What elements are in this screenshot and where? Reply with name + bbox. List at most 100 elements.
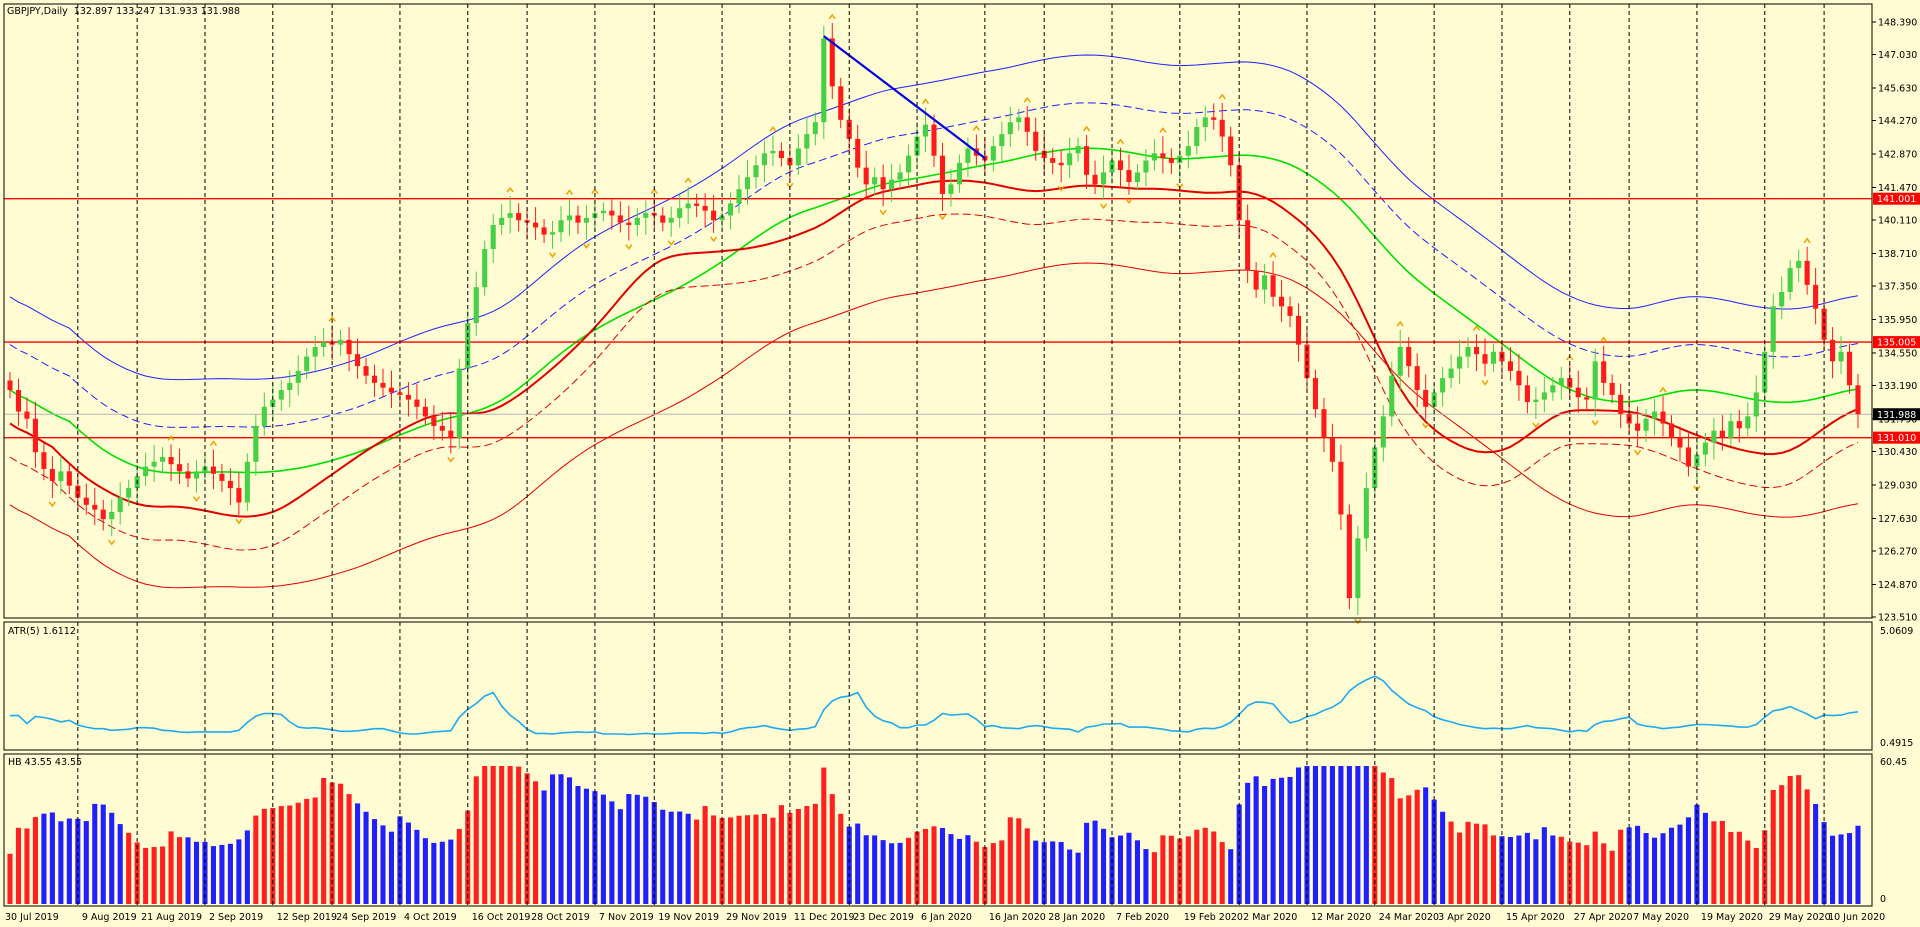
bull-candle	[795, 148, 801, 166]
hb-bar-up	[1024, 828, 1030, 904]
hb-panel-frame	[3, 753, 1873, 907]
hb-bar-up	[24, 828, 30, 904]
bear-candle	[380, 382, 386, 388]
level-price-label: 131.010	[1877, 433, 1916, 444]
price-axis: 148.390 147.030 145.630 144.270 142.870 141.4…	[1872, 18, 1920, 624]
hb-bar-up	[694, 819, 700, 904]
bear-candle	[1126, 170, 1132, 182]
bear-candle	[838, 86, 844, 120]
bear-candle	[1482, 354, 1488, 364]
hb-bar-up	[1711, 821, 1717, 904]
atr-panel-frame	[3, 621, 1873, 751]
bear-candle	[541, 227, 547, 235]
fractal-up-marker	[1803, 237, 1811, 244]
hb-bar-down	[1338, 766, 1344, 904]
hb-bar-up	[1194, 829, 1200, 904]
hb-bar-down	[58, 821, 64, 904]
bull-candle	[193, 471, 200, 479]
bear-candle	[219, 473, 225, 481]
hb-bar-down	[872, 835, 878, 904]
hb-bar-up	[1601, 843, 1607, 904]
hb-bar-down	[1253, 776, 1259, 904]
hb-bar-down	[109, 812, 115, 904]
bull-candle	[278, 390, 284, 400]
bear-candle	[829, 38, 835, 87]
hb-bar-down	[41, 813, 47, 904]
hb-bar-down	[1329, 766, 1335, 904]
fractal-up-marker	[328, 315, 336, 322]
bear-candle	[1736, 421, 1742, 429]
hb-bar-down	[1321, 766, 1327, 904]
hb-bar-up	[736, 815, 742, 904]
hb-bar-up	[1380, 772, 1386, 904]
hb-bar-down	[1363, 766, 1369, 904]
fractal-down-marker	[108, 539, 116, 546]
hb-bar-up	[261, 808, 267, 904]
bear-candle	[1236, 165, 1242, 221]
hb-bar-down	[1524, 832, 1530, 904]
bull-candle	[872, 177, 878, 185]
bull-candle	[244, 461, 250, 503]
hb-bar-up	[753, 814, 759, 904]
date-label: 9 Aug 2019	[82, 912, 137, 923]
bear-candle	[1423, 390, 1429, 407]
hb-bar-up	[1465, 821, 1471, 904]
hb-bar-down	[83, 821, 89, 904]
hb-bar-up	[1804, 789, 1810, 904]
hb-bar-down	[948, 834, 954, 904]
bear-candle	[66, 471, 72, 486]
hb-bar-down	[566, 777, 573, 904]
bear-candle	[363, 366, 369, 376]
hb-bar-down	[1117, 835, 1124, 904]
hb-bar-down	[1830, 835, 1836, 904]
bear-candle	[176, 464, 183, 472]
fractal-up-marker	[1659, 386, 1667, 393]
hb-bar-up	[1482, 824, 1488, 904]
bull-candle	[922, 124, 929, 137]
bear-candle	[1160, 153, 1166, 159]
fractal-up-marker	[1472, 325, 1481, 331]
hb-bar-down	[541, 790, 547, 904]
fractal-up-marker	[591, 188, 599, 194]
hb-bar-up	[1406, 795, 1412, 904]
bear-candle	[1677, 437, 1683, 448]
hb-bar-down	[889, 843, 895, 904]
atr-line	[10, 675, 1859, 736]
bull-candle	[1779, 291, 1785, 307]
bear-candle	[397, 392, 403, 395]
fractal-down-marker	[625, 244, 633, 250]
bull-candle	[1753, 392, 1759, 417]
price-panel	[4, 13, 1872, 625]
price-tick-label: 126.270	[1878, 546, 1917, 557]
bear-candle	[1813, 284, 1819, 309]
bull-candle	[634, 217, 640, 226]
hb-bar-down	[600, 794, 606, 904]
bear-candle	[431, 416, 437, 426]
hb-bar-down	[1533, 839, 1539, 904]
hb-bar-up	[1414, 789, 1420, 904]
hb-bar-down	[1092, 820, 1098, 904]
hb-bar-down	[1838, 834, 1844, 904]
hb-bar-down	[1550, 835, 1556, 904]
bull-candle	[1533, 399, 1539, 403]
hb-bar-down	[405, 822, 411, 904]
hb-max-label: 60.45	[1880, 757, 1907, 768]
date-label: 4 Oct 2019	[404, 912, 457, 923]
bull-candle	[1592, 361, 1598, 400]
bull-candle	[507, 213, 513, 218]
date-label: 29 Nov 2019	[726, 912, 787, 923]
bull-candle	[668, 217, 674, 223]
bull-candle	[58, 471, 64, 481]
hb-bar-down	[965, 835, 971, 904]
hb-bar-up	[295, 802, 301, 904]
fractal-up-marker	[1269, 251, 1277, 258]
price-tick-label: 148.390	[1878, 18, 1917, 29]
fractal-down-marker	[235, 518, 243, 525]
hb-bar-up	[829, 794, 835, 904]
fractal-up-marker	[1159, 127, 1167, 133]
bear-candle	[210, 466, 216, 474]
bear-candle	[617, 215, 623, 223]
hb-bar-down	[422, 838, 428, 904]
fractal-down-marker	[447, 456, 455, 463]
hb-bar-up	[1745, 840, 1751, 904]
